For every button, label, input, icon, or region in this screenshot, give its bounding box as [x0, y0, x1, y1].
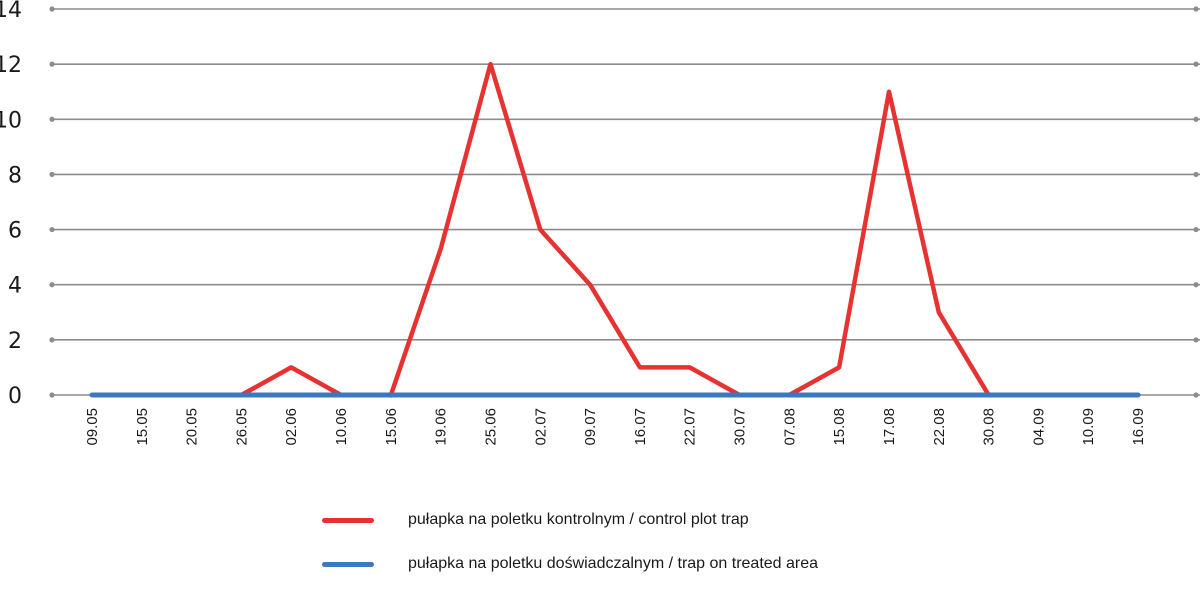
gridline-start-dot: [49, 282, 54, 287]
gridline-start-dot: [49, 6, 54, 11]
legend-swatch-control: [322, 518, 374, 523]
y-tick-label: 10: [0, 108, 22, 133]
x-tick-label: 15.05: [134, 408, 151, 446]
x-tick-label: 22.07: [682, 408, 699, 446]
y-tick-label: 6: [8, 219, 22, 244]
x-tick-label: 07.08: [781, 408, 798, 446]
x-tick-label: 09.05: [84, 408, 101, 446]
y-tick-label: 12: [0, 53, 22, 78]
y-tick-label: 8: [8, 163, 22, 188]
x-tick-label: 19.06: [433, 408, 450, 446]
legend-item-treated: pułapka na poletku doświadczalnym / trap…: [322, 552, 818, 576]
gridline-start-dot: [49, 62, 54, 67]
gridline-end-dot: [1193, 172, 1198, 177]
x-tick-label: 02.07: [532, 408, 549, 446]
x-tick-label: 10.06: [333, 408, 350, 446]
gridline-end-dot: [1193, 117, 1198, 122]
y-tick-label: 0: [8, 384, 22, 409]
x-tick-label: 22.08: [931, 408, 948, 446]
legend: pułapka na poletku kontrolnym / control …: [322, 508, 818, 596]
x-tick-label: 30.08: [981, 408, 998, 446]
x-tick-label: 16.09: [1130, 408, 1147, 446]
gridline-end-dot: [1193, 227, 1198, 232]
legend-item-control: pułapka na poletku kontrolnym / control …: [322, 508, 818, 532]
legend-label-control: pułapka na poletku kontrolnym / control …: [408, 511, 749, 529]
x-tick-label: 30.07: [732, 408, 749, 446]
x-tick-label: 15.06: [383, 408, 400, 446]
x-axis-ticks: 09.05 15.05 20.05 26.05 02.06 10.06 15.06 19.06…: [84, 408, 1147, 446]
x-tick-label: 26.05: [233, 408, 250, 446]
gridline-start-dot: [49, 392, 54, 397]
y-axis-ticks: 0 2 4 6 8 10 12 14: [0, 0, 22, 409]
gridline-end-dot: [1193, 392, 1198, 397]
x-tick-label: 04.09: [1030, 408, 1047, 446]
x-tick-label: 16.07: [632, 408, 649, 446]
line-chart: 0 2 4 6 8 10 12 14 09.05 15.05 20.05 26.05 02.06 10.…: [0, 0, 1200, 578]
gridline-end-dot: [1193, 337, 1198, 342]
gridline-start-dot: [49, 227, 54, 232]
y-tick-label: 4: [8, 274, 22, 299]
gridline-start-dot: [49, 117, 54, 122]
x-tick-label: 02.06: [283, 408, 300, 446]
x-tick-label: 20.05: [184, 408, 201, 446]
y-tick-label: 2: [8, 329, 22, 354]
x-tick-label: 17.08: [881, 408, 898, 446]
gridline-end-dot: [1193, 6, 1198, 11]
x-tick-label: 15.08: [831, 408, 848, 446]
legend-swatch-treated: [322, 562, 374, 567]
x-tick-label: 25.06: [482, 408, 499, 446]
gridline-end-dot: [1193, 62, 1198, 67]
y-tick-label: 14: [0, 0, 22, 23]
x-tick-label: 10.09: [1080, 408, 1097, 446]
gridline-end-dot: [1193, 282, 1198, 287]
x-tick-label: 09.07: [582, 408, 599, 446]
gridline-start-dot: [49, 172, 54, 177]
gridline-start-dot: [49, 337, 54, 342]
legend-label-treated: pułapka na poletku doświadczalnym / trap…: [408, 555, 818, 573]
